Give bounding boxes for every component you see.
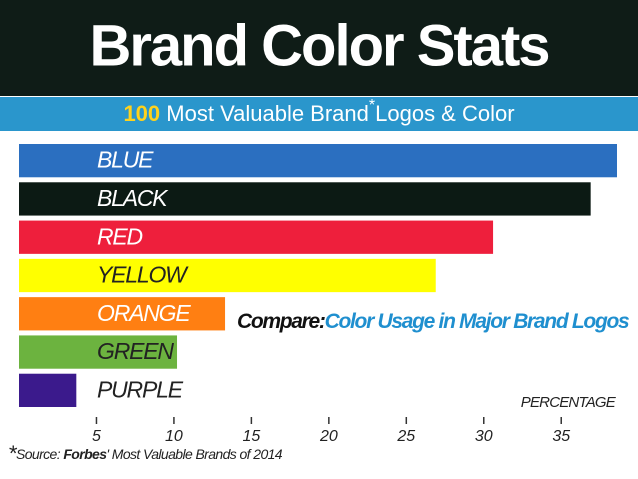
category-label: PURPLE: [97, 376, 184, 402]
title-band: [0, 0, 638, 96]
bar: [19, 297, 226, 331]
bar: [19, 220, 494, 254]
bar: [19, 144, 617, 178]
x-tick-label: 15: [242, 428, 260, 445]
bar: [19, 335, 178, 369]
subtitle-asterisk: *: [369, 97, 375, 114]
category-label: GREEN: [97, 338, 174, 364]
category-label: BLACK: [97, 185, 169, 211]
bar: [19, 258, 436, 293]
x-tick-label: 35: [552, 428, 570, 445]
subtitle: 100 Most Valuable Brand*Logos & Color: [123, 97, 514, 126]
chart-title: Brand Color Stats: [89, 13, 548, 78]
subtitle-text: Logos & Color: [375, 101, 514, 126]
x-tick-label: 5: [92, 428, 101, 445]
subtitle-number: 100: [123, 101, 160, 126]
subtitle-band: [0, 97, 638, 131]
annotation: Compare:Color Usage in Major Brand Logos: [237, 310, 629, 333]
annotation-text: Color Usage in Major Brand Logos: [325, 310, 629, 333]
x-tick-label: 30: [475, 428, 493, 445]
x-axis-label: PERCENTAGE: [521, 394, 617, 411]
subtitle-text: Most Valuable Brand: [166, 101, 369, 126]
source-asterisk: *: [8, 441, 18, 466]
bar: [19, 373, 77, 407]
x-tick-label: 25: [396, 428, 415, 445]
x-tick-label: 10: [165, 428, 183, 445]
source-text: ' Most Valuable Brands of 2014: [106, 446, 282, 462]
source-note: *Source: Forbes' Most Valuable Brands of…: [8, 441, 283, 466]
annotation-lead: Compare:: [237, 310, 325, 333]
source-name: Forbes: [63, 446, 107, 462]
source-text: Source:: [16, 446, 63, 462]
plot: BLUE BLACK RED YELLOW ORANGE GREEN PURPLE 5 10 15…: [19, 144, 617, 445]
bar: [19, 182, 591, 216]
category-label: RED: [97, 223, 143, 249]
category-label: YELLOW: [97, 262, 189, 288]
category-label: ORANGE: [97, 300, 191, 326]
category-label: BLUE: [97, 147, 154, 173]
x-tick-label: 20: [319, 428, 338, 445]
